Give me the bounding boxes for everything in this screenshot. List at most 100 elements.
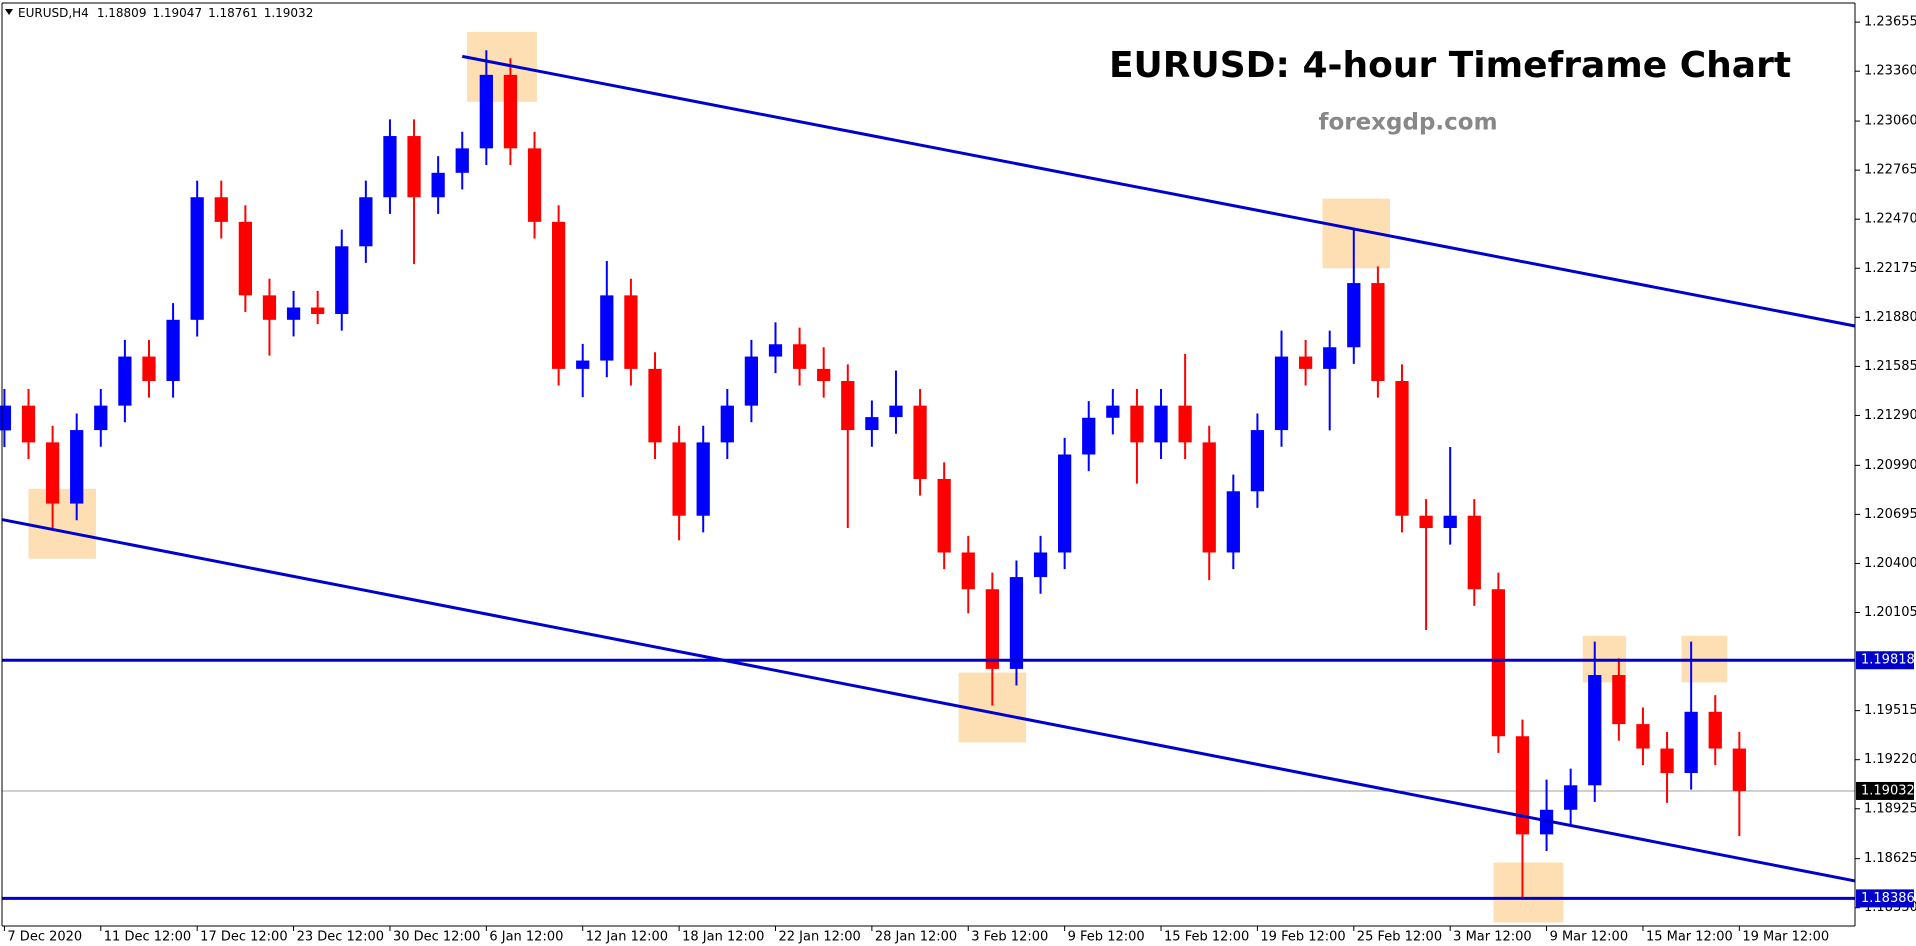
y-tick-label: 1.23360	[1864, 64, 1916, 79]
y-tick-label: 1.20400	[1864, 556, 1916, 571]
candle-body	[1202, 442, 1216, 553]
menu-arrow	[5, 9, 13, 15]
x-tick-label: 6 Jan 12:00	[489, 930, 563, 945]
candle-body	[1732, 748, 1746, 791]
x-tick-label: 25 Feb 12:00	[1357, 930, 1442, 945]
candle-body	[1491, 589, 1506, 737]
y-tick-label: 1.22765	[1864, 163, 1916, 178]
candle-body	[865, 417, 879, 431]
candle-body	[1033, 552, 1048, 578]
candle-body	[624, 295, 638, 369]
candle-body	[1106, 405, 1120, 418]
candle-body	[817, 368, 831, 382]
level-label-box	[1856, 889, 1914, 908]
candle-body	[383, 136, 397, 198]
candle-body	[889, 405, 903, 418]
candle-body	[335, 246, 349, 314]
x-tick-label: 15 Mar 12:00	[1646, 930, 1733, 945]
x-tick-label: 28 Jan 12:00	[875, 930, 957, 945]
candle-body	[1660, 748, 1674, 773]
candle-body	[1467, 515, 1481, 590]
candle-body	[1058, 454, 1072, 553]
info-close: 1.19032	[264, 6, 314, 20]
level-label: 1.19818	[1861, 653, 1915, 668]
candle-body	[1515, 736, 1530, 835]
candle-body	[1009, 577, 1024, 669]
symbol: EURUSD,H4	[18, 6, 89, 20]
candle-body	[238, 221, 252, 296]
candle-body	[503, 74, 518, 149]
candle-body	[1178, 405, 1192, 443]
candle-body	[1226, 491, 1240, 553]
level-label: 1.18386	[1861, 891, 1915, 906]
candle-body	[1371, 283, 1385, 382]
chart-title: EURUSD: 4-hour Timeframe Chart	[1109, 45, 1791, 86]
x-tick-label: 11 Dec 12:00	[104, 930, 191, 945]
candle-body	[961, 552, 975, 590]
x-tick-label: 9 Feb 12:00	[1068, 930, 1145, 945]
x-tick-label: 19 Mar 12:00	[1742, 930, 1829, 945]
y-tick-label: 1.19220	[1864, 752, 1916, 767]
candle-body	[479, 74, 493, 149]
last-price-box	[1856, 781, 1914, 800]
candle-body	[648, 368, 662, 443]
candle-body	[142, 356, 156, 382]
candle-body	[286, 307, 301, 320]
candle-body	[1323, 347, 1337, 369]
candle-body	[937, 478, 951, 553]
candle-body	[1684, 711, 1698, 773]
highlight-box	[28, 488, 96, 559]
candle-body	[166, 319, 180, 382]
candle-body	[527, 148, 542, 222]
candle-body	[1347, 283, 1361, 348]
candle-body	[1395, 381, 1409, 516]
y-tick-label: 1.23060	[1864, 114, 1916, 129]
x-tick-label: 15 Feb 12:00	[1164, 930, 1249, 945]
candle-body	[768, 344, 783, 357]
candle-body	[118, 356, 132, 406]
candle-body	[431, 172, 445, 198]
x-tick-label: 19 Feb 12:00	[1260, 930, 1345, 945]
candle-body	[841, 381, 855, 431]
plot-layer	[0, 50, 1856, 900]
candle-body	[1298, 356, 1313, 369]
candle-body	[1154, 405, 1168, 443]
candle-body	[551, 221, 566, 369]
candle-body	[1564, 785, 1578, 810]
info-open: 1.18809	[97, 6, 147, 20]
candle-body	[407, 136, 421, 198]
trendline	[461, 54, 1856, 328]
y-tick-label: 1.20695	[1864, 507, 1916, 522]
x-tick-label: 12 Jan 12:00	[586, 930, 668, 945]
x-tick-label: 9 Mar 12:00	[1550, 930, 1629, 945]
candle-body	[1636, 724, 1650, 749]
x-tick-label: 17 Dec 12:00	[200, 930, 287, 945]
chart-subtitle: forexgdp.com	[1318, 110, 1497, 136]
info-high: 1.19047	[152, 6, 202, 20]
info-low: 1.18761	[208, 6, 258, 20]
candle-body	[21, 405, 36, 443]
trendline	[1, 518, 1856, 883]
candle-body	[672, 442, 686, 516]
candle-body	[1250, 430, 1265, 492]
candle-body	[1612, 675, 1626, 725]
candle-body	[455, 148, 469, 173]
candle-body	[1419, 515, 1433, 529]
x-tick-label: 3 Mar 12:00	[1453, 930, 1532, 945]
candle-body	[720, 405, 734, 443]
candle-body	[913, 405, 927, 479]
y-tick-label: 1.22175	[1864, 261, 1916, 276]
x-tick-label: 30 Dec 12:00	[393, 930, 480, 945]
y-tick-label: 1.21585	[1864, 359, 1916, 374]
candle-body	[600, 295, 614, 361]
candle-body	[1082, 417, 1096, 455]
candle-body	[744, 356, 759, 406]
candle-body	[45, 442, 60, 504]
candle-body	[576, 360, 590, 369]
candle-body	[1130, 405, 1144, 443]
level-label-box	[1856, 651, 1914, 670]
highlight-box	[1493, 862, 1564, 923]
candle-body	[359, 197, 373, 247]
y-tick-label: 1.21290	[1864, 408, 1916, 423]
